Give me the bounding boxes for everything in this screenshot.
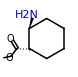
Polygon shape (29, 17, 34, 29)
Text: H2N: H2N (15, 10, 39, 20)
Text: O: O (7, 34, 14, 44)
Text: O: O (5, 53, 13, 63)
